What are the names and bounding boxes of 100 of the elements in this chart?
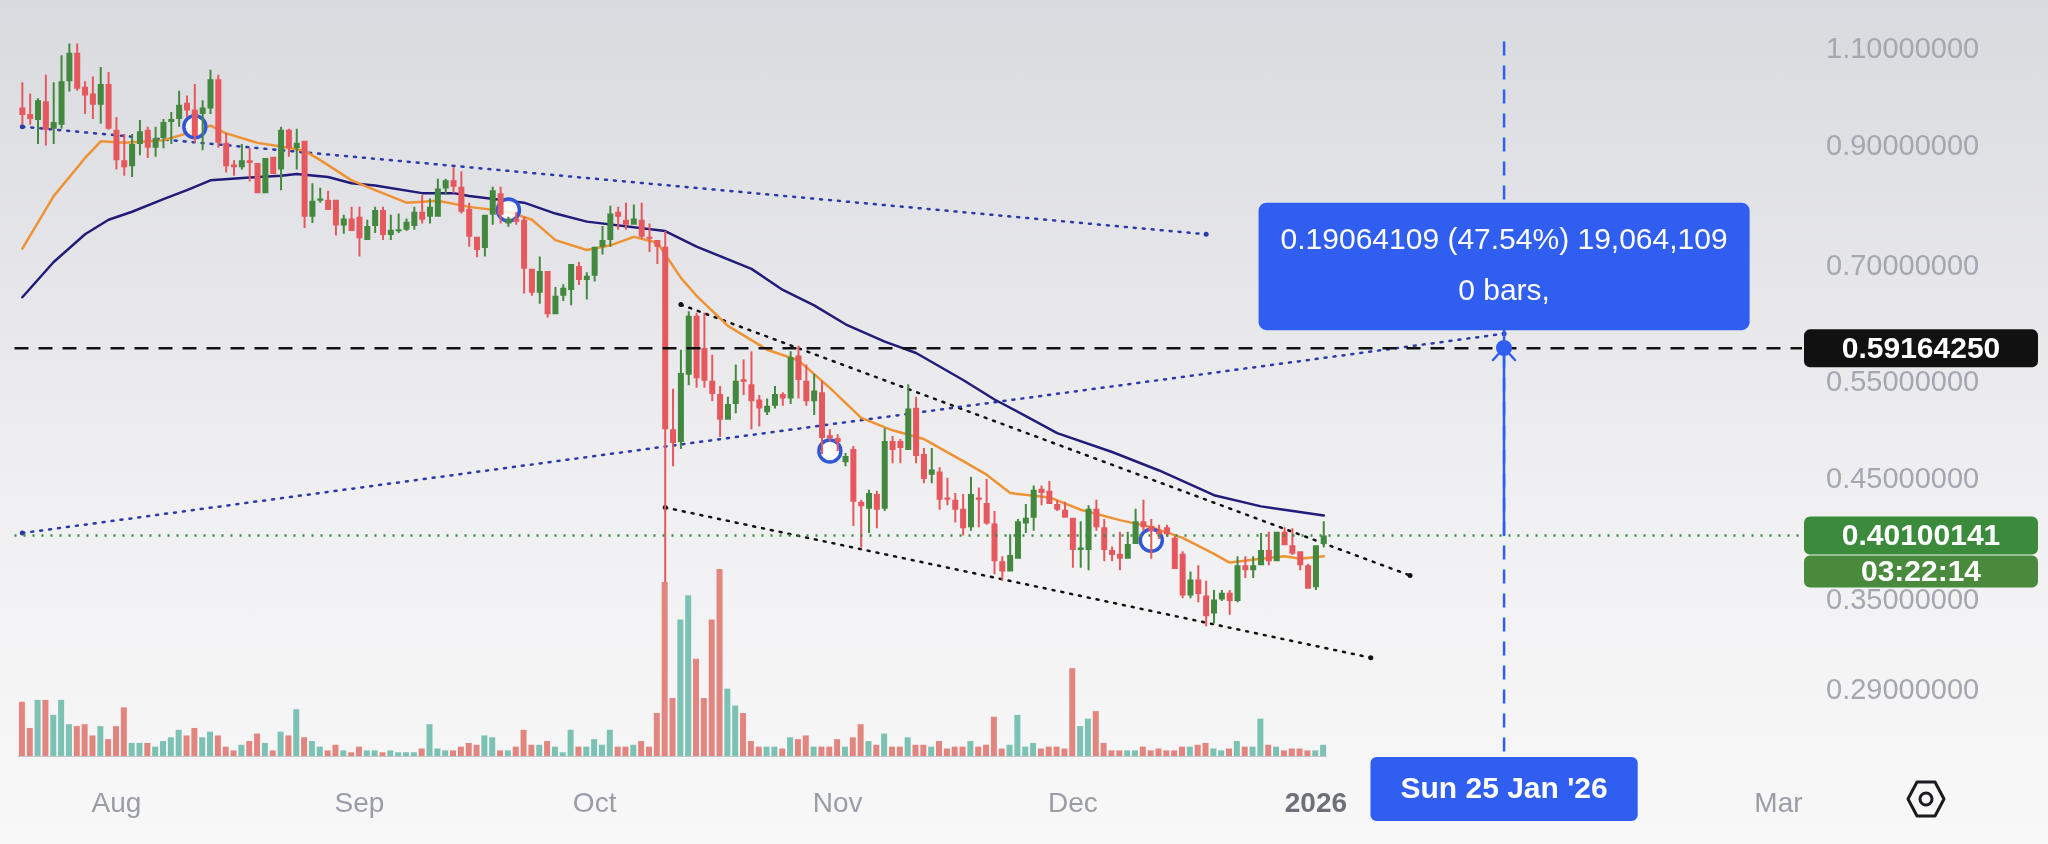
bar — [277, 731, 284, 756]
bar — [395, 752, 402, 756]
bar — [74, 726, 81, 756]
x-tick-label: Sep — [334, 786, 385, 818]
bar — [881, 733, 888, 756]
bar — [1038, 748, 1045, 756]
x-tick-label: Aug — [91, 786, 142, 818]
bar — [732, 705, 739, 756]
bar — [246, 741, 253, 756]
bar — [638, 741, 645, 756]
bar — [1202, 742, 1209, 756]
bar — [105, 739, 112, 756]
bar — [1226, 748, 1233, 756]
bar — [215, 735, 222, 756]
bar — [724, 688, 731, 756]
bar — [536, 744, 543, 756]
bar — [152, 746, 159, 756]
y-tick-label: 0.70000000 — [1826, 249, 1980, 282]
bar — [293, 709, 300, 756]
bar — [144, 742, 151, 756]
bar — [858, 724, 865, 756]
bar — [685, 595, 692, 756]
bar — [411, 752, 418, 756]
candlestick — [646, 223, 653, 252]
bar — [270, 750, 277, 756]
bar — [1281, 750, 1288, 756]
bar — [505, 750, 512, 756]
bar — [873, 744, 880, 756]
bar — [207, 731, 214, 756]
bar — [50, 714, 57, 756]
bar — [473, 744, 480, 756]
bar — [513, 746, 520, 756]
bar — [983, 744, 990, 756]
x-tick-label: Nov — [812, 786, 863, 818]
bar — [1093, 711, 1100, 756]
bar — [481, 735, 488, 756]
bar — [1289, 748, 1296, 756]
bar — [348, 752, 355, 756]
bar — [35, 699, 41, 756]
bar — [1069, 668, 1076, 756]
bar — [356, 746, 363, 756]
bar — [285, 735, 292, 756]
bar — [372, 750, 379, 756]
candlestick — [928, 447, 935, 484]
annotation: 0 bars, — [1458, 273, 1550, 307]
candlestick — [975, 487, 982, 528]
y-tick-label: 0.55000000 — [1826, 365, 1980, 398]
annotation: 0.19064109 (47.54%) 19,064,109 — [1280, 222, 1728, 256]
bar — [865, 741, 872, 756]
bar — [262, 742, 269, 756]
bar — [340, 750, 347, 756]
bar — [818, 746, 825, 756]
bar — [693, 658, 700, 756]
bar — [403, 752, 410, 756]
bar — [450, 750, 457, 756]
bar — [1210, 748, 1217, 756]
bar — [905, 737, 912, 756]
bar — [701, 698, 708, 756]
bar — [1179, 746, 1186, 756]
bar — [387, 750, 394, 756]
bar — [787, 737, 794, 756]
bar — [113, 726, 120, 756]
bar — [160, 741, 167, 756]
bar — [58, 699, 65, 756]
bar — [920, 744, 927, 756]
candlestick — [50, 82, 57, 144]
bar — [999, 748, 1006, 756]
bar — [779, 748, 786, 756]
bar — [458, 746, 465, 756]
bar — [497, 750, 504, 756]
bar — [630, 744, 637, 756]
bar — [756, 746, 763, 756]
bar — [936, 741, 943, 756]
bar — [309, 741, 316, 756]
candlestick — [1116, 531, 1123, 571]
candlestick — [168, 112, 175, 144]
bar — [654, 712, 661, 756]
bar — [568, 729, 575, 756]
bar — [952, 746, 959, 756]
bar — [646, 746, 653, 756]
bar — [1140, 746, 1147, 756]
bar — [967, 741, 974, 756]
bar — [544, 741, 551, 756]
bar — [466, 742, 473, 756]
candlestick — [1148, 518, 1155, 559]
bar — [669, 698, 676, 756]
bar — [1218, 750, 1225, 756]
bar — [740, 712, 747, 756]
candlestick — [317, 187, 324, 203]
bar — [238, 744, 245, 756]
bar — [716, 569, 723, 756]
bar — [1085, 718, 1092, 756]
bar — [1242, 746, 1249, 756]
bar — [826, 746, 833, 756]
bar — [677, 619, 684, 756]
bar — [419, 748, 426, 756]
bar — [975, 746, 982, 756]
bar — [199, 737, 206, 756]
x-tick-label: Dec — [1047, 786, 1098, 818]
bar — [1132, 750, 1139, 756]
